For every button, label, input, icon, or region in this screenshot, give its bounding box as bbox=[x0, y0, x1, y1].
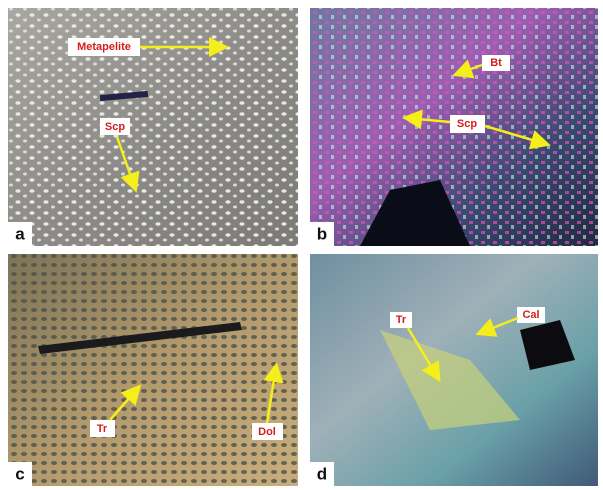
label: Scp bbox=[457, 118, 477, 130]
label: Tr bbox=[97, 423, 108, 435]
photo-texture bbox=[8, 254, 298, 486]
panel-c: Tr Dol c bbox=[8, 254, 298, 486]
panel-letter: d bbox=[317, 464, 327, 483]
panel-letter: a bbox=[15, 224, 25, 243]
panel-b: Bt Scp b bbox=[310, 8, 598, 246]
panel-a: Metapelite Scp a bbox=[8, 8, 298, 246]
label: Cal bbox=[522, 309, 539, 321]
label: Tr bbox=[396, 314, 407, 326]
label: Bt bbox=[490, 57, 502, 69]
panel-d: Cal Tr d bbox=[310, 254, 598, 486]
photo-texture bbox=[8, 8, 298, 246]
label: Metapelite bbox=[77, 41, 131, 53]
label: Scp bbox=[105, 121, 125, 133]
panel-letter: c bbox=[15, 464, 24, 483]
figure: Metapelite Scp a Bt Scp b Tr Dol c bbox=[0, 0, 603, 490]
label: Dol bbox=[258, 426, 276, 438]
panel-letter: b bbox=[317, 224, 327, 243]
